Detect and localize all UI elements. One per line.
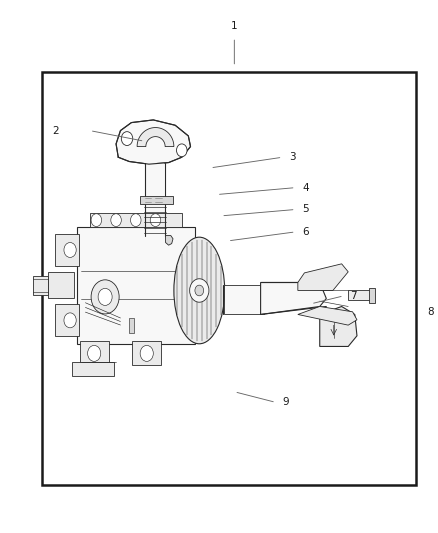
Polygon shape [33,276,48,295]
Ellipse shape [174,237,225,344]
Text: 8: 8 [427,307,434,317]
Polygon shape [298,306,357,325]
Ellipse shape [98,288,112,305]
Ellipse shape [190,279,209,302]
Bar [140,196,173,204]
Text: 7: 7 [350,291,357,301]
Bar [55,234,79,266]
Ellipse shape [88,345,101,361]
Polygon shape [116,120,191,164]
Ellipse shape [91,280,119,314]
Polygon shape [320,306,357,346]
Bar [48,272,74,298]
Ellipse shape [195,285,204,296]
Bar [72,362,114,376]
Ellipse shape [64,243,76,257]
Polygon shape [166,236,173,245]
Bar [80,341,109,365]
Ellipse shape [121,132,133,146]
Text: 6: 6 [302,227,309,237]
Polygon shape [348,290,370,300]
Ellipse shape [150,214,161,227]
Bar [146,163,164,200]
Text: 5: 5 [302,205,309,214]
Bar [224,285,264,314]
Ellipse shape [64,313,76,328]
Polygon shape [137,127,174,147]
Ellipse shape [177,144,187,157]
Text: 2: 2 [53,126,59,135]
Polygon shape [298,264,348,290]
Polygon shape [261,282,326,314]
Text: 3: 3 [289,152,296,162]
Ellipse shape [140,345,153,361]
Polygon shape [77,227,195,344]
Ellipse shape [131,214,141,227]
Bar [90,213,182,227]
Bar [55,304,79,336]
Ellipse shape [111,214,121,227]
Bar [42,72,416,485]
Bar [145,204,165,236]
Bar [132,341,161,365]
Bar [369,288,375,303]
Text: 9: 9 [283,398,289,407]
Text: 1: 1 [231,21,238,31]
Ellipse shape [91,214,102,227]
Text: 4: 4 [302,183,309,192]
Bar [129,318,134,333]
